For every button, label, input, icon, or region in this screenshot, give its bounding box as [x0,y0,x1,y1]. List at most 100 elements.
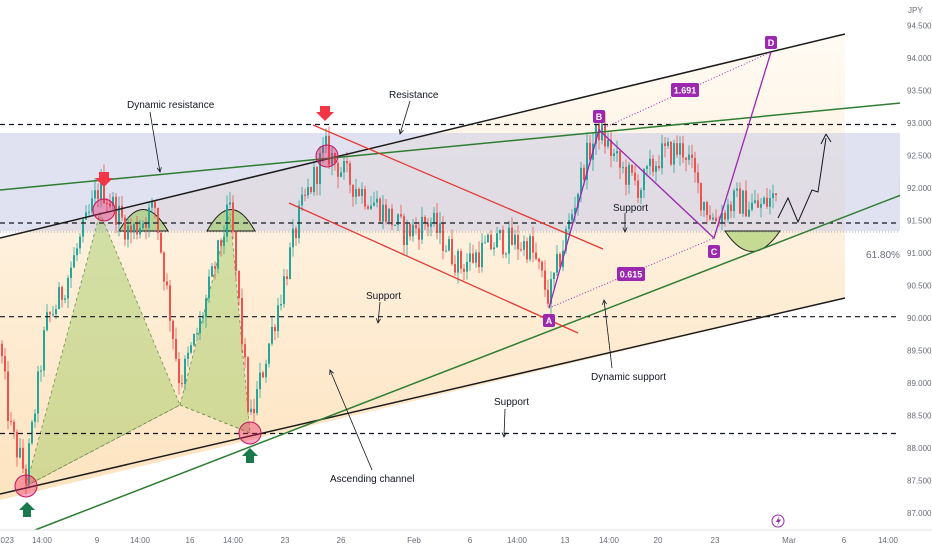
candle-body [469,253,471,262]
candle-body [262,372,264,378]
dynamic-resistance-line [0,99,932,191]
candle-body [463,268,465,272]
candle-body [190,345,192,353]
candle-body [229,202,231,205]
candle-body [646,166,648,169]
candle-body [34,413,36,422]
candle-body [55,309,57,315]
candle-body [457,251,459,273]
candle-body [541,261,543,271]
candle-body [709,215,711,220]
candle-body [304,194,306,196]
annotation-pointer-head [329,369,335,376]
candle-body [145,223,147,228]
candle-body [202,317,204,319]
candle-body [97,190,99,200]
candle-body [307,187,309,196]
candle-body [418,228,420,240]
annotation-pointer [399,100,411,135]
down-arrow-icon [95,172,113,187]
candle-body [538,258,540,262]
y-axis-panel [900,0,932,530]
candle-body [655,165,657,172]
candle-body [703,201,705,211]
candle-body [301,194,303,206]
ratio-box-abc [617,267,645,281]
candle-body [643,168,645,191]
candle-body [238,270,240,299]
annotation-pointer [149,111,161,173]
y-tick-label: 89.500 [907,346,932,355]
candle-body [664,143,666,146]
x-tick-label: 13 [561,536,570,545]
candle-body [553,272,555,280]
candle-body [478,252,480,268]
up-arrow-icon [19,502,35,517]
dynamic-support-line [34,182,932,531]
candle-body [394,224,396,226]
candle-body [559,253,561,268]
x-tick-label: 14:00 [32,536,53,545]
candle-body [295,228,297,239]
candle-body [139,228,141,235]
annotation-pointer [377,301,381,324]
x-tick-label: 14:00 [130,536,151,545]
candle-body [355,188,357,197]
candle-body [310,187,312,193]
y-tick-label: 94.000 [907,54,932,63]
point-b-box [593,110,605,123]
candle-body [391,208,393,226]
candle-body [679,143,681,155]
candle-body [688,154,690,160]
candle-body [382,204,384,222]
candle-body [241,298,243,345]
candle-body [757,200,759,208]
candle-body [775,193,777,196]
candle-body [670,141,672,165]
candle-body [736,188,738,191]
candle-body [517,234,519,250]
candle-body [496,233,498,248]
candle-body [187,352,189,359]
candle-body [568,220,570,230]
x-tick-label: 14:00 [507,536,528,545]
abcd-pattern-line [548,51,772,309]
candle-body [43,330,45,371]
candle-body [322,145,324,153]
candle-body [745,190,747,217]
candle-body [472,253,474,263]
candle-body [544,270,546,290]
candle-body [682,143,684,158]
x-tick-label: Feb [407,536,421,545]
candle-body [640,190,642,198]
candle-body [316,167,318,185]
candle-body [556,253,558,273]
candle-body [82,219,84,237]
candle-body [352,184,354,197]
candle-body [373,202,375,206]
candle-body [106,203,108,205]
candle-body [772,193,774,199]
point-a-box [543,314,555,327]
candle-body [607,139,609,147]
candle-body [415,224,417,229]
x-tick-label: Mar [782,536,796,545]
candle-body [412,224,414,237]
candle-body [331,152,333,165]
candle-body [505,253,507,255]
pivot-marker [92,198,116,222]
channel-lower-line [0,297,846,495]
annotation-pointer-head [501,432,507,438]
candle-body [625,167,627,185]
candle-body [115,196,117,225]
candle-body [427,223,429,227]
candle-body [439,223,441,233]
currency-label: JPY [908,6,923,15]
y-tick-label: 91.500 [907,216,932,225]
candle-body [370,205,372,209]
candle-body [523,241,525,250]
candle-body [730,204,732,212]
annotation-support-inner: Support [613,203,648,214]
candle-body [205,298,207,318]
